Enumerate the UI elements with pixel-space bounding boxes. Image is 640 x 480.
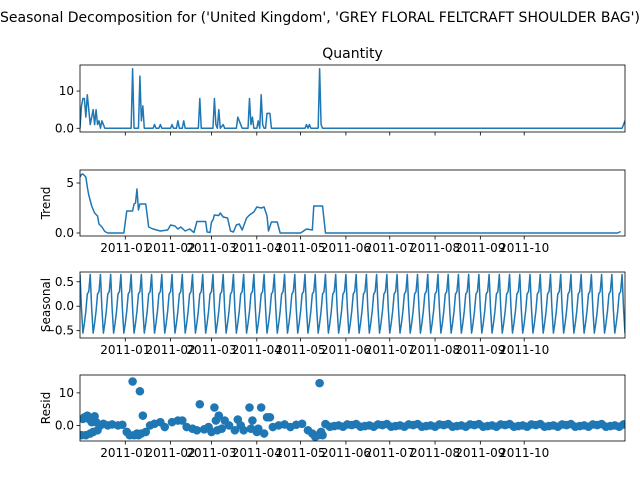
ytick-label-observed: 10: [59, 84, 74, 98]
resid-point: [245, 403, 254, 412]
ytick-label-trend: 5: [66, 176, 74, 190]
axes-frame-resid: [79, 374, 626, 442]
series-observed: [80, 67, 625, 130]
ytick-label-trend: 0.0: [55, 226, 74, 240]
xtick-label-resid: 2011-05: [276, 446, 326, 460]
axes-frame-trend: [79, 169, 626, 237]
resid-point: [265, 412, 275, 422]
xtick-label-trend: 2011-07: [365, 241, 415, 255]
resid-point: [192, 425, 202, 435]
resid-point: [253, 424, 263, 433]
resid-point: [315, 378, 324, 388]
resid-point: [138, 411, 148, 420]
resid-point: [195, 399, 205, 409]
line-seasonal: [80, 273, 625, 334]
resid-point: [214, 411, 224, 420]
xtick-label-trend: 2011-06: [321, 241, 371, 255]
panel-resid: Resid0.0102011-012011-022011-032011-0420…: [39, 374, 626, 460]
xtick-label-trend: 2011-04: [232, 241, 282, 255]
xtick-label-trend: 2011-05: [276, 241, 326, 255]
ylabel-resid: Resid: [39, 392, 53, 424]
xtick-label-seasonal: 2011-07: [365, 343, 415, 357]
xtick-label-resid: 2011-02: [146, 446, 196, 460]
xtick-label-resid: 2011-09: [455, 446, 505, 460]
resid-point: [141, 427, 151, 437]
resid-point: [217, 424, 227, 433]
xtick-label-trend: 2011-02: [146, 241, 196, 255]
series-trend: [80, 173, 621, 234]
ytick-label-observed: 0.0: [55, 121, 74, 135]
figure-suptitle: Seasonal Decomposition for ('United King…: [0, 10, 640, 26]
resid-point: [128, 377, 137, 386]
panel-seasonal: Seasonal−0.50.00.52011-012011-022011-032…: [39, 271, 626, 357]
axes-frame-seasonal: [79, 271, 626, 339]
ytick-label-seasonal: 0.0: [55, 299, 74, 313]
xtick-label-resid: 2011-07: [365, 446, 415, 460]
xtick-label-trend: 2011-10: [499, 241, 549, 255]
panel-title-observed: Quantity: [322, 46, 383, 62]
line-trend: [80, 173, 621, 234]
xtick-label-seasonal: 2011-09: [455, 343, 505, 357]
resid-point: [297, 419, 307, 429]
series-resid: [80, 377, 625, 441]
resid-point: [248, 416, 257, 425]
xtick-label-resid: 2011-01: [100, 446, 150, 460]
xtick-label-resid: 2011-06: [321, 446, 371, 460]
xtick-label-trend: 2011-09: [455, 241, 505, 255]
xtick-label-trend: 2011-01: [100, 241, 150, 255]
xtick-label-resid: 2011-10: [499, 446, 549, 460]
xtick-label-resid: 2011-03: [186, 446, 236, 460]
resid-point: [160, 422, 170, 432]
ytick-label-seasonal: −0.5: [45, 324, 74, 338]
decomposition-panels: Quantity0.010Trend0.052011-012011-022011…: [39, 46, 626, 460]
axes-frame-observed: [79, 64, 626, 133]
xtick-label-seasonal: 2011-08: [410, 343, 460, 357]
xtick-label-seasonal: 2011-01: [100, 343, 150, 357]
xtick-label-resid: 2011-04: [232, 446, 282, 460]
resid-point: [177, 416, 187, 425]
resid-point: [318, 430, 327, 440]
line-observed: [80, 67, 625, 130]
resid-point: [230, 425, 240, 435]
series-seasonal: [80, 273, 625, 334]
resid-point: [118, 420, 127, 430]
resid-point: [239, 425, 248, 435]
panel-trend: Trend0.052011-012011-022011-032011-04201…: [39, 169, 626, 255]
resid-point: [259, 429, 269, 438]
xtick-label-trend: 2011-03: [186, 241, 236, 255]
ytick-label-resid: 10: [59, 386, 74, 400]
ylabel-trend: Trend: [39, 187, 53, 221]
resid-point: [210, 403, 219, 412]
resid-point: [224, 421, 234, 430]
ylabel-seasonal: Seasonal: [39, 278, 53, 332]
xtick-label-seasonal: 2011-02: [146, 343, 196, 357]
xtick-label-seasonal: 2011-04: [232, 343, 282, 357]
xtick-label-seasonal: 2011-10: [499, 343, 549, 357]
panel-observed: Quantity 0.0 10: [55, 46, 626, 136]
xtick-label-seasonal: 2011-03: [186, 343, 236, 357]
ytick-label-seasonal: 0.5: [55, 275, 74, 289]
xtick-label-trend: 2011-08: [410, 241, 460, 255]
resid-point: [135, 386, 145, 396]
resid-point: [619, 420, 625, 429]
ytick-label-resid: 0.0: [55, 418, 74, 432]
xtick-label-seasonal: 2011-06: [321, 343, 371, 357]
xtick-label-resid: 2011-08: [410, 446, 460, 460]
resid-point: [256, 403, 266, 412]
xtick-label-seasonal: 2011-05: [276, 343, 326, 357]
